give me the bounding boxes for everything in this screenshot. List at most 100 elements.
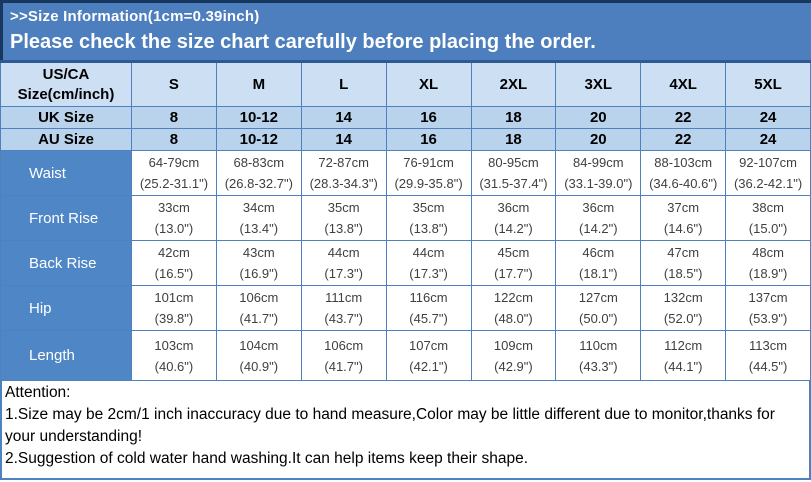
cm-value: 42cm [158,245,190,260]
inch-value: (34.6-40.6") [649,176,718,191]
measurement-cell: 47cm (18.5") [640,240,727,286]
cm-value: 137cm [748,290,788,305]
column-header-4xl: 4XL [640,61,727,107]
inch-value: (18.5") [663,266,703,281]
size-cell: 14 [300,128,387,151]
cm-value: 43cm [242,245,275,260]
measurement-cell: 80-95cm (31.5-37.4") [470,150,557,196]
cm-value: 103cm [154,337,194,353]
measurement-cell: 38cm (15.0") [725,195,811,241]
inch-value: (14.2") [494,221,533,236]
size-cell: 14 [300,106,387,129]
measurement-cell: 44cm (17.3") [385,240,472,286]
measurement-cell: 48cm (18.9") [725,240,811,286]
row-label: AU Size [0,128,132,151]
cm-value: 84-99cm [573,155,624,170]
measurement-cell: 64-79cm (25.2-31.1") [131,150,217,196]
measurement-cell: 68-83cm (26.8-32.7") [215,150,302,196]
measurement-cell: 33cm (13.0") [131,195,217,241]
measurement-cell: 116cm (45.7") [385,285,472,331]
measurement-cell: 110cm (43.3") [555,330,642,381]
size-cell: 18 [470,106,557,129]
cm-value: 37cm [667,200,700,215]
inch-value: (40.6") [154,358,194,374]
measurement-cell: 113cm (44.5") [725,330,811,381]
inch-value: (41.7") [239,311,279,326]
inch-value: (42.9") [494,358,533,374]
inch-value: (50.0") [579,311,618,326]
cm-value: 104cm [239,337,279,353]
measurement-cell: 36cm (14.2") [555,195,642,241]
measurement-cell: 92-107cm (36.2-42.1") [725,150,811,196]
cm-value: 44cm [327,245,360,260]
measurement-cell: 111cm (43.7") [300,285,387,331]
size-cell: 20 [555,128,642,151]
measurement-cell: 122cm (48.0") [470,285,557,331]
banner-title: >>Size Information(1cm=0.39inch) [10,8,260,25]
inch-value: (15.0") [748,221,788,236]
inch-value: (44.1") [663,358,703,374]
cm-value: 116cm [409,290,448,305]
inch-value: (13.8") [324,221,363,236]
inch-value: (45.7") [409,311,448,326]
measurement-cell: 84-99cm (33.1-39.0") [555,150,642,196]
size-chart-header-row: US/CA Size(cm/inch) S M L XL 2XL 3XL 4XL… [0,61,811,107]
inch-value: (28.3-34.3") [309,176,378,191]
column-header-m: M [215,61,302,107]
au-size-row: AU Size 8 10-12 14 16 18 20 22 24 [0,128,811,151]
size-cell: 18 [470,128,557,151]
column-header-5xl: 5XL [725,61,811,107]
cm-value: 106cm [324,337,364,353]
measurement-cell: 112cm (44.1") [640,330,727,381]
inch-value: (18.9") [748,266,788,281]
cm-value: 110cm [579,337,618,353]
front-rise-row: Front Rise 33cm (13.0") 34cm (13.4") 35cm (… [0,195,811,241]
cm-value: 44cm [412,245,445,260]
measurement-cell: 37cm (14.6") [640,195,727,241]
cm-value: 35cm [412,200,445,215]
cm-value: 64-79cm [148,155,200,170]
cm-value: 47cm [667,245,700,260]
cm-value: 35cm [327,200,360,215]
cm-value: 36cm [497,200,530,215]
inch-value: (36.2-42.1") [733,176,803,191]
banner-subtitle: Please check the size chart carefully be… [10,31,596,53]
cm-value: 46cm [582,245,615,260]
row-label: Hip [0,285,132,331]
inch-value: (13.0") [154,221,194,236]
measurement-cell: 132cm (52.0") [640,285,727,331]
measurement-cell: 106cm (41.7") [300,330,387,381]
cm-value: 45cm [497,245,530,260]
inch-value: (17.7") [494,266,533,281]
inch-value: (25.2-31.1") [139,176,209,191]
length-row: Length 103cm (40.6") 104cm (40.9") 106cm (4… [0,330,811,381]
inch-value: (14.6") [663,221,703,236]
measurement-cell: 36cm (14.2") [470,195,557,241]
measurement-cell: 103cm (40.6") [131,330,217,381]
back-rise-row: Back Rise 42cm (16.5") 43cm (16.9") 44cm (1… [0,240,811,286]
size-cell: 24 [725,106,811,129]
column-header-2xl: 2XL [470,61,557,107]
size-cell: 10-12 [215,106,302,129]
inch-value: (53.9") [748,311,788,326]
inch-value: (29.9-35.8") [394,176,463,191]
measurement-cell: 44cm (17.3") [300,240,387,286]
size-cell: 8 [131,128,217,151]
size-cell: 16 [385,128,472,151]
cm-value: 76-91cm [403,155,454,170]
row-label: Front Rise [0,195,132,241]
attention-heading: Attention: [5,384,71,401]
attention-note-1: 1.Size may be 2cm/1 inch inaccuracy due … [5,406,775,445]
cm-value: 92-107cm [739,155,797,170]
inch-value: (17.3") [409,266,448,281]
attention-note-2: 2.Suggestion of cold water hand washing.… [5,450,529,467]
cm-value: 127cm [578,290,618,305]
cm-value: 122cm [493,290,533,305]
inch-value: (48.0") [494,311,533,326]
measurement-cell: 101cm (39.8") [131,285,217,331]
inch-value: (31.5-37.4") [479,176,548,191]
measurement-cell: 34cm (13.4") [215,195,302,241]
measurement-cell: 46cm (18.1") [555,240,642,286]
inch-value: (44.5") [748,358,788,374]
